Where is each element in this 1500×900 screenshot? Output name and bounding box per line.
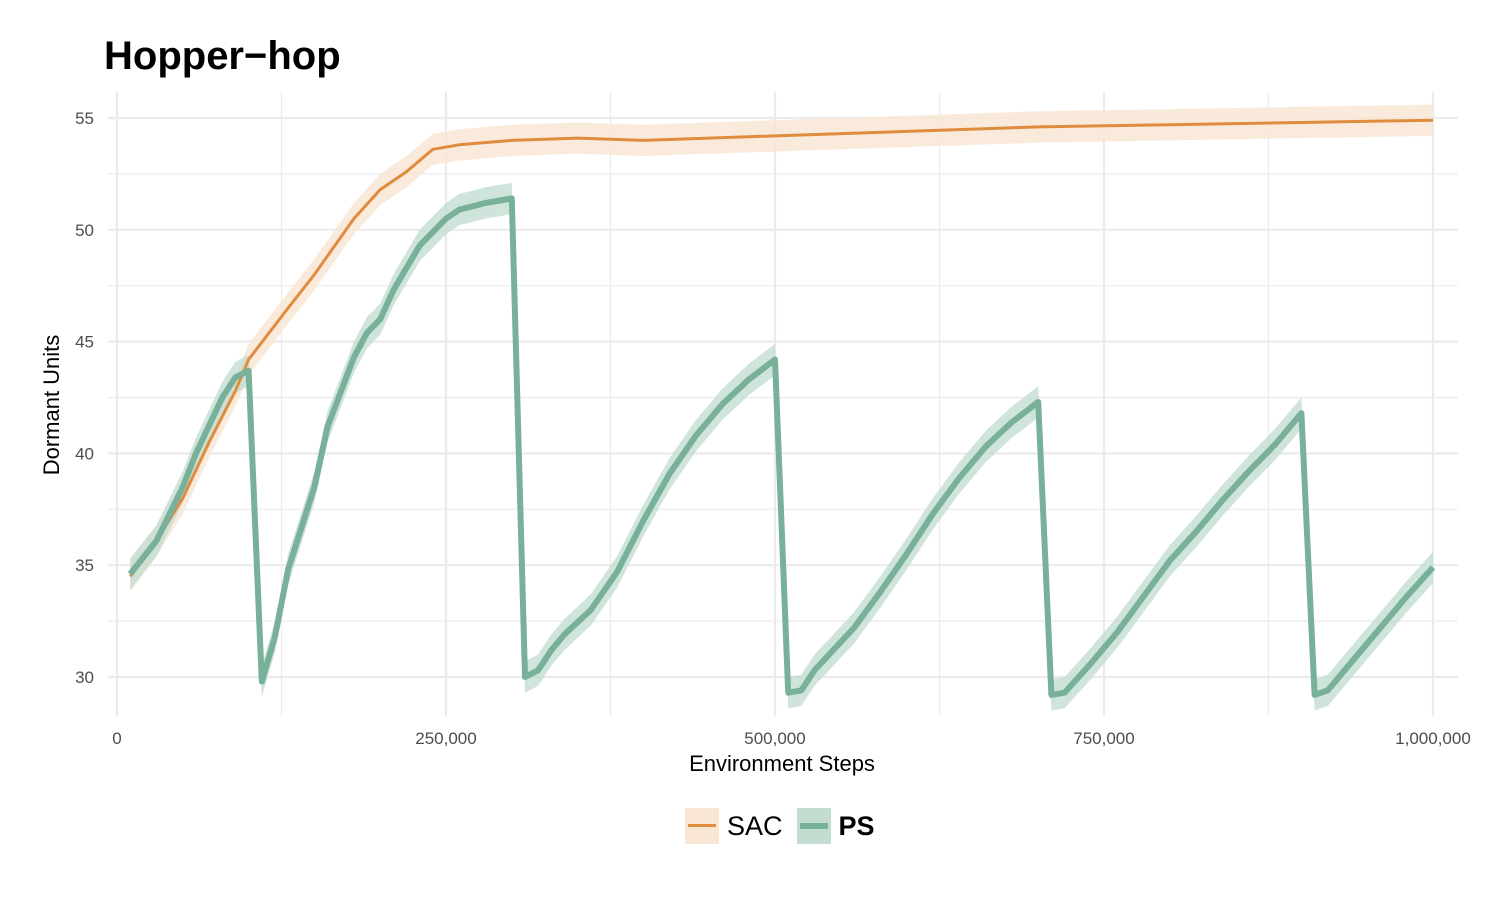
legend-label-sac: SAC xyxy=(727,810,783,841)
legend-label-ps: PS xyxy=(838,810,875,841)
series-lines xyxy=(127,118,1436,698)
confidence-bands xyxy=(130,104,1434,711)
chart-title: Hopper−hop xyxy=(104,34,341,78)
y-tick-label: 30 xyxy=(75,668,94,687)
y-tick-label: 40 xyxy=(75,444,94,463)
line-ps xyxy=(127,195,1436,698)
y-tick-label: 55 xyxy=(75,109,94,128)
x-axis-ticks: 0 250,000 500,000 750,000 1,000,000 xyxy=(112,729,1471,748)
line-sac xyxy=(128,118,1434,578)
x-axis-label: Environment Steps xyxy=(689,751,875,776)
x-tick-label: 250,000 xyxy=(415,729,476,748)
x-tick-label: 750,000 xyxy=(1073,729,1134,748)
y-tick-label: 50 xyxy=(75,221,94,240)
y-tick-label: 45 xyxy=(75,333,94,352)
legend-key-sac xyxy=(685,808,719,844)
y-axis-label: Dormant Units xyxy=(39,335,64,476)
x-tick-label: 1,000,000 xyxy=(1395,729,1471,748)
x-tick-label: 500,000 xyxy=(744,729,805,748)
y-tick-label: 35 xyxy=(75,556,94,575)
legend: SAC PS xyxy=(685,808,881,844)
y-axis-ticks: 30 35 40 45 50 55 xyxy=(75,109,94,687)
x-tick-label: 0 xyxy=(112,729,121,748)
legend-key-ps xyxy=(796,808,831,844)
